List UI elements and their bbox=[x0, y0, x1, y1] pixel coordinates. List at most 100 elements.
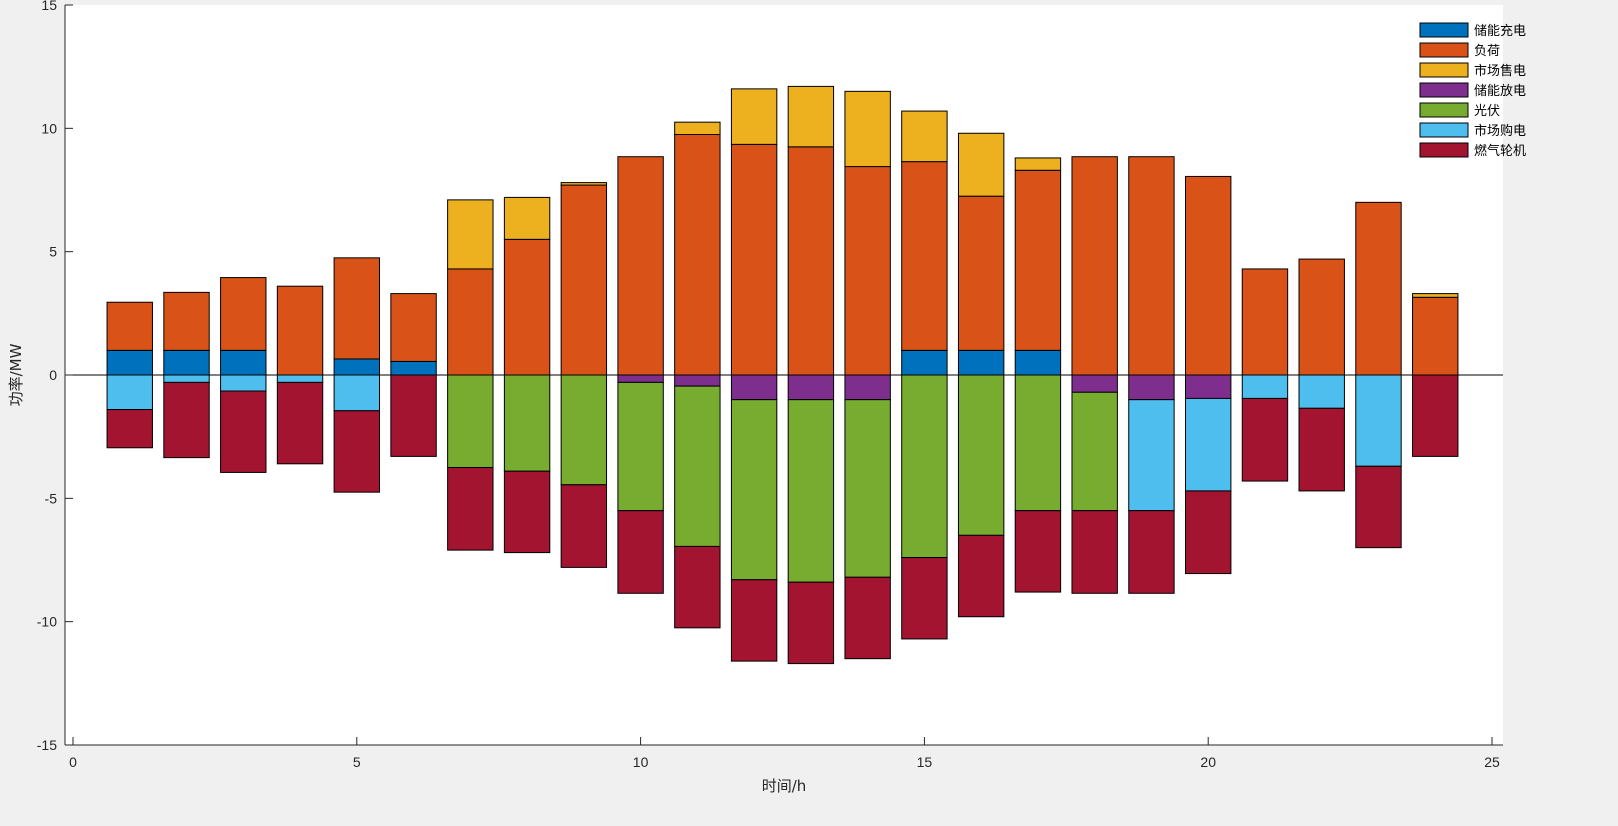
bar-segment bbox=[787, 85, 835, 148]
bar-segment bbox=[730, 88, 778, 145]
bar-segment bbox=[560, 182, 608, 186]
x-tick-label: 10 bbox=[633, 754, 649, 770]
x-tick-label: 20 bbox=[1200, 754, 1216, 770]
bar-segment bbox=[220, 390, 267, 473]
bar-segment bbox=[901, 110, 948, 163]
legend-swatch bbox=[1419, 42, 1469, 58]
bar-segment bbox=[333, 410, 381, 493]
bar-segment bbox=[1071, 156, 1118, 376]
y-tick-label: 0 bbox=[49, 367, 57, 383]
bar-segment bbox=[787, 374, 835, 401]
bar-segment bbox=[447, 199, 494, 270]
legend-label: 市场购电 bbox=[1474, 123, 1526, 139]
bar-segment bbox=[106, 374, 153, 411]
bar-segment bbox=[1241, 397, 1289, 482]
y-axis-label: 功率/MW bbox=[7, 343, 25, 406]
bar-segment bbox=[1014, 510, 1062, 593]
bar-segment bbox=[901, 349, 948, 376]
bar-segment bbox=[560, 484, 608, 568]
bar-segment bbox=[163, 381, 210, 459]
bar-segment bbox=[787, 146, 835, 376]
bar-segment bbox=[901, 374, 948, 559]
bar-segment bbox=[163, 349, 210, 376]
bar-segment bbox=[560, 374, 608, 486]
y-tick-label: 15 bbox=[41, 0, 57, 13]
legend-label: 光伏 bbox=[1474, 104, 1500, 119]
bar-segment bbox=[1014, 157, 1062, 171]
bar-segment bbox=[1014, 349, 1062, 376]
bar-segment bbox=[901, 161, 948, 351]
bar-segment bbox=[333, 358, 381, 376]
y-tick-label: 10 bbox=[41, 120, 57, 136]
bar-segment bbox=[844, 90, 891, 168]
bar-segment bbox=[333, 374, 381, 412]
bar-segment bbox=[844, 374, 891, 401]
bar-segment bbox=[1412, 293, 1459, 298]
bar-segment bbox=[163, 291, 210, 351]
bar-segment bbox=[730, 374, 778, 401]
bar-segment bbox=[674, 134, 721, 376]
legend-label: 储能充电 bbox=[1474, 23, 1526, 39]
bar-segment bbox=[1241, 374, 1289, 399]
bar-segment bbox=[730, 579, 778, 662]
bar-segment bbox=[276, 381, 324, 465]
bar-segment bbox=[276, 285, 324, 376]
x-tick-label: 0 bbox=[69, 754, 77, 770]
bar-segment bbox=[560, 184, 608, 376]
y-tick-label: -5 bbox=[45, 490, 58, 506]
bar-segment bbox=[1071, 510, 1118, 594]
legend-swatch bbox=[1419, 62, 1469, 78]
bar-segment bbox=[1355, 465, 1402, 549]
legend-label: 储能放电 bbox=[1474, 84, 1526, 99]
bar-segment bbox=[674, 385, 721, 547]
bar-segment bbox=[106, 409, 153, 449]
y-tick-label: -10 bbox=[37, 614, 57, 630]
bar-segment bbox=[957, 349, 1005, 376]
bar-segment bbox=[1071, 374, 1118, 393]
bar-segment bbox=[1184, 374, 1232, 399]
bar-segment bbox=[220, 374, 267, 392]
bar-segment bbox=[844, 166, 891, 376]
bar-segment bbox=[1241, 268, 1289, 376]
bar-segment bbox=[957, 132, 1005, 197]
bar-segment bbox=[333, 257, 381, 360]
bar-segment bbox=[390, 293, 437, 362]
axes-group: -15 -10 -5 0 5 10 15 0 5 10 15 20 25 bbox=[37, 0, 1503, 770]
bar-segment bbox=[1355, 374, 1402, 467]
legend-swatch bbox=[1419, 82, 1469, 98]
x-axis-label: 时间/h bbox=[762, 777, 807, 795]
bar-segment bbox=[447, 268, 494, 376]
bar-segment bbox=[674, 374, 721, 387]
bar-segment bbox=[844, 399, 891, 578]
bar-segment bbox=[1128, 399, 1175, 512]
bar-segment bbox=[1412, 374, 1459, 457]
x-tick-label: 5 bbox=[353, 754, 361, 770]
bar-segment bbox=[503, 374, 551, 472]
bar-segment bbox=[1184, 175, 1232, 376]
bar-segment bbox=[617, 156, 664, 376]
bar-segment bbox=[844, 576, 891, 660]
bar-segment bbox=[730, 143, 778, 376]
legend-swatch bbox=[1419, 142, 1469, 158]
bar-segment bbox=[447, 374, 494, 468]
bar-segment bbox=[1184, 397, 1232, 492]
bar-segment bbox=[106, 349, 153, 376]
bar-segment bbox=[1014, 169, 1062, 351]
bar-segment bbox=[1298, 407, 1345, 492]
bars-group bbox=[106, 85, 1459, 665]
bar-segment bbox=[957, 195, 1005, 351]
y-tick-label: -15 bbox=[37, 737, 57, 753]
bar-segment bbox=[674, 121, 721, 135]
bar-segment bbox=[390, 374, 437, 457]
bar-segment bbox=[730, 399, 778, 581]
bar-segment bbox=[1128, 374, 1175, 401]
bar-segment bbox=[617, 374, 664, 383]
bar-segment bbox=[1298, 258, 1345, 376]
bar-segment bbox=[957, 374, 1005, 536]
legend-swatch bbox=[1419, 122, 1469, 138]
legend-label: 燃气轮机 bbox=[1474, 143, 1526, 159]
bar-segment bbox=[220, 349, 267, 376]
x-tick-label: 25 bbox=[1484, 754, 1500, 770]
